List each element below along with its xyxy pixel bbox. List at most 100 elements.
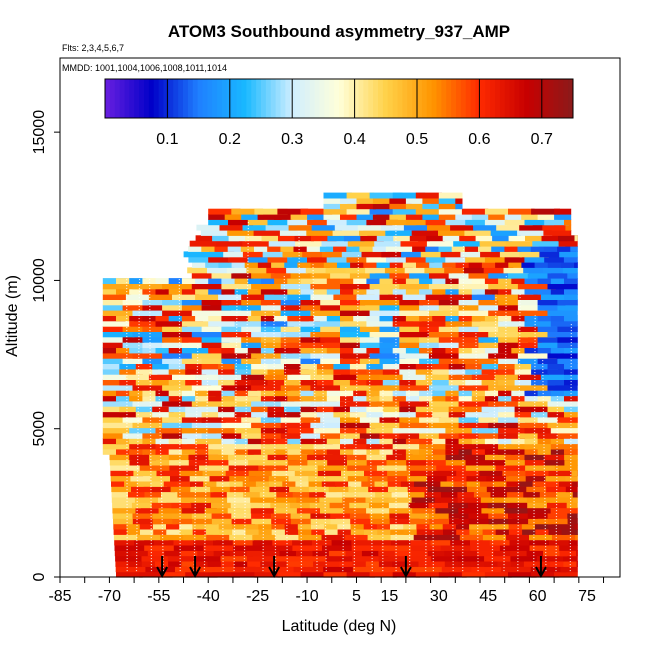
heatmap-cell (191, 283, 229, 290)
heatmap-cell (389, 507, 418, 514)
heatmap-cell (273, 496, 300, 503)
heatmap-cell (428, 352, 464, 359)
latitude-arrow (268, 556, 280, 579)
heatmap-cell (110, 464, 144, 471)
flight-track (233, 288, 238, 572)
heatmap-cell (390, 539, 417, 546)
heatmap-cell (333, 246, 352, 252)
heatmap-cell (372, 198, 400, 204)
heatmap-cell (102, 379, 129, 386)
heatmap-cell (142, 326, 171, 332)
heatmap-cell (227, 496, 258, 503)
heatmap-cell (572, 480, 578, 487)
heatmap-cell (405, 203, 430, 210)
latitude-arrow (535, 556, 547, 579)
heatmap-cell (517, 374, 544, 380)
heatmap-cell (168, 390, 188, 397)
arrow-markers (156, 556, 547, 579)
heatmap-cell (399, 304, 427, 311)
heatmap-cell (290, 512, 312, 519)
flight-track (503, 274, 507, 572)
colorbar-swatch (114, 79, 121, 118)
colorbar-swatch (236, 79, 243, 118)
heatmap-cell (517, 352, 557, 359)
heatmap-cell (379, 315, 396, 322)
heatmap-cell (465, 411, 486, 418)
colorbar-swatch (402, 79, 408, 118)
heatmap-cell (163, 480, 178, 487)
heatmap-cell (116, 438, 137, 445)
heatmap-cell (269, 480, 291, 487)
heatmap-cell (401, 251, 427, 258)
heatmap-cell (208, 454, 237, 461)
heatmap-cell (425, 246, 446, 252)
heatmap-cell (333, 379, 354, 386)
heatmap-cell (494, 294, 521, 300)
heatmap-cell (392, 208, 422, 215)
heatmap-cell (455, 523, 476, 530)
colorbar-swatch (129, 79, 135, 118)
heatmap-cell (458, 400, 499, 407)
heatmap-cell (374, 240, 405, 247)
heatmap-cell (537, 347, 561, 354)
heatmap-cell (331, 539, 357, 546)
heatmap-cell (459, 235, 480, 242)
colorbar-swatch (251, 79, 257, 118)
x-tick-label: -10 (295, 588, 318, 605)
heatmap-cell (433, 470, 465, 477)
heatmap-cell (564, 219, 572, 226)
heatmap-cell (313, 320, 344, 327)
heatmap-cell (547, 411, 572, 418)
heatmap-cell (550, 395, 572, 402)
heatmap-cell (292, 545, 330, 551)
heatmap-cell (353, 278, 370, 284)
heatmap-cell (557, 416, 578, 423)
heatmap-cell (392, 438, 410, 445)
heatmap-cell (346, 454, 376, 461)
heatmap-cell (537, 315, 557, 322)
colorbar-swatch (495, 79, 501, 118)
heatmap-cell (458, 448, 481, 455)
heatmap-cell (415, 571, 449, 578)
heatmap-cell (221, 422, 256, 429)
x-tick-label: -85 (48, 588, 71, 605)
heatmap-cell (405, 555, 442, 562)
heatmap-cell (392, 288, 413, 295)
heatmap-cell (257, 262, 281, 268)
colorbar-swatch (504, 79, 511, 118)
heatmap-cell (366, 438, 388, 445)
heatmap-cell (343, 235, 365, 242)
heatmap-cell (514, 368, 535, 375)
heatmap-cell (242, 251, 269, 258)
heatmap-cell (465, 256, 496, 263)
flight-track (491, 294, 497, 572)
heatmap-cell (279, 230, 308, 236)
heatmap-cell (527, 272, 555, 279)
heatmap-cell (328, 486, 355, 493)
heatmap-cell (411, 550, 438, 557)
heatmap-cell (508, 235, 530, 242)
heatmap-cell (277, 208, 309, 215)
heatmap-cell (181, 288, 200, 295)
heatmap-cell (161, 491, 187, 498)
heatmap-cell (247, 347, 269, 354)
heatmap-cell (557, 336, 578, 343)
heatmap-cell (290, 214, 314, 220)
heatmap-cell (112, 507, 140, 514)
heatmap-cell (340, 304, 362, 311)
heatmap-cell (195, 374, 229, 380)
heatmap-cell (498, 363, 523, 370)
heatmap-cell (440, 480, 462, 487)
heatmap-cell (510, 550, 534, 557)
heatmap-cell (431, 561, 446, 567)
heatmap-cell (155, 395, 171, 402)
heatmap-cell (537, 358, 564, 364)
heatmap-cell (241, 374, 270, 380)
heatmap-cell (524, 278, 545, 284)
heatmap-cell (227, 230, 255, 236)
heatmap-cell (392, 278, 412, 284)
colorbar-swatch (119, 79, 126, 118)
heatmap-cell (386, 454, 410, 461)
heatmap-cell (537, 390, 556, 397)
heatmap-cell (221, 342, 243, 348)
